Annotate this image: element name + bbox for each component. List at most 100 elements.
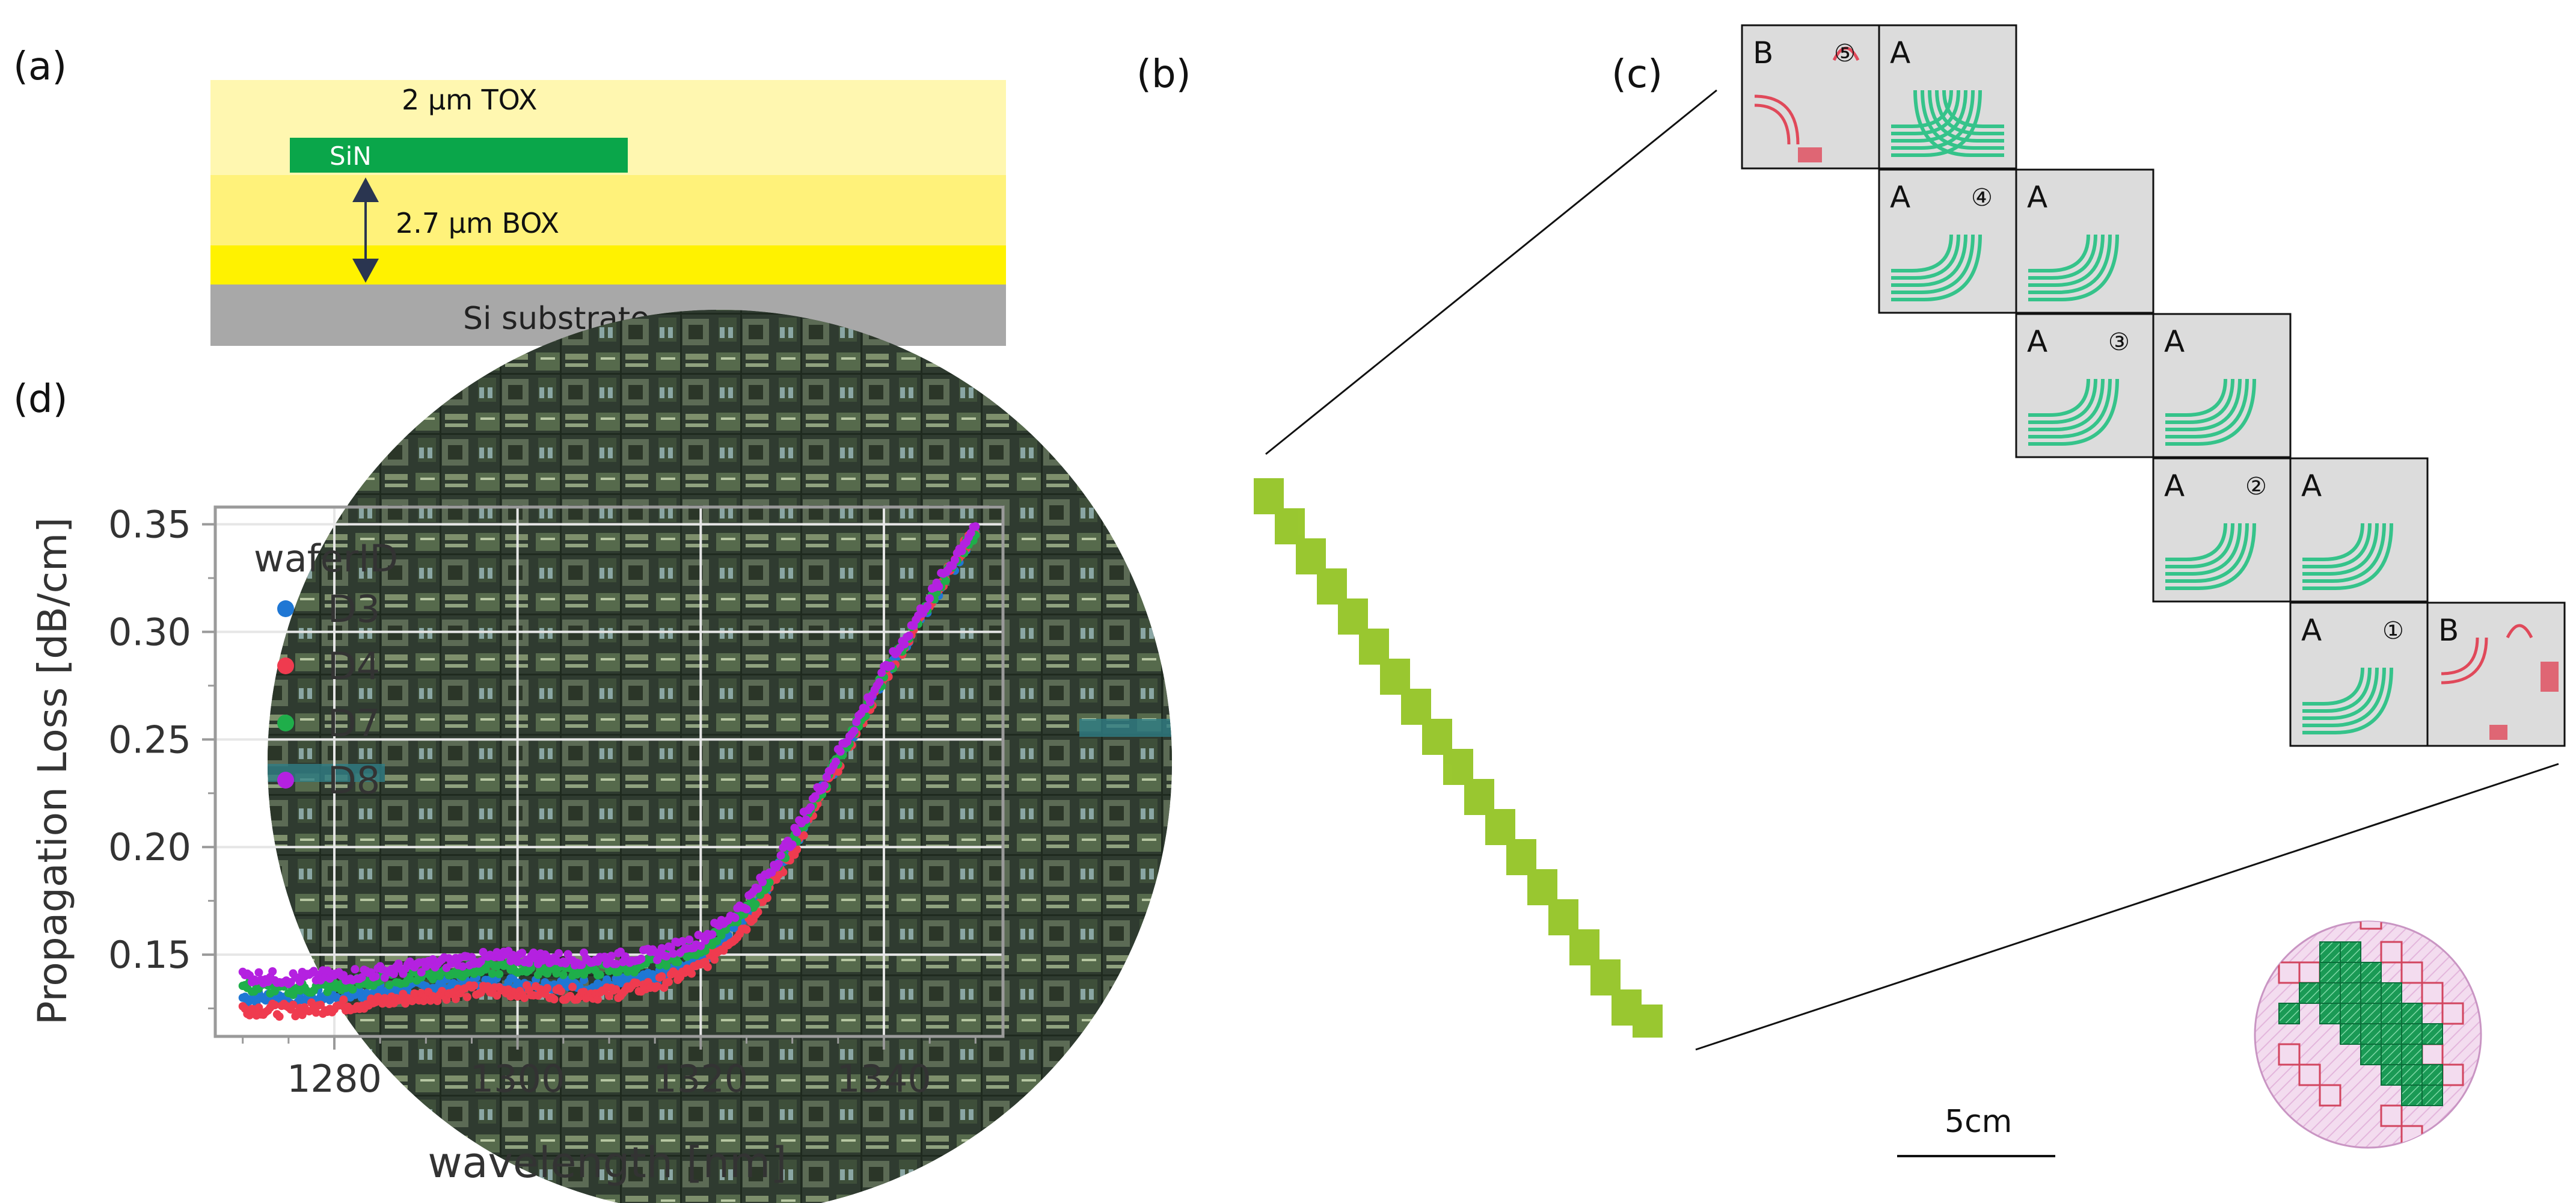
data-point <box>762 893 771 902</box>
data-point <box>513 958 522 966</box>
legend-swatch-d8 <box>277 772 294 789</box>
scale-bar-label: 5cm <box>1945 1104 2012 1140</box>
data-point <box>657 972 666 981</box>
data-point <box>417 968 426 977</box>
reticle-row-3: A A ③ <box>2015 313 2292 458</box>
data-point <box>713 937 721 946</box>
sin-label: SiN <box>330 141 372 171</box>
data-point <box>653 982 661 991</box>
data-point <box>820 781 829 790</box>
data-point <box>470 981 479 990</box>
data-point <box>673 958 682 967</box>
legend: waferID D3 D4 D7 D8 <box>254 537 398 802</box>
data-point <box>900 640 909 648</box>
data-point <box>765 878 774 887</box>
loss-chart: 1280 1300 1320 1340 0.15 0.20 0.25 0.30 0.35 wav… <box>29 503 1005 1187</box>
data-point <box>941 576 950 585</box>
data-point <box>657 944 666 953</box>
data-point <box>753 884 762 893</box>
reticle-label: B <box>1753 35 1773 70</box>
data-point <box>758 878 767 887</box>
data-point <box>557 987 565 995</box>
data-point <box>669 949 678 958</box>
data-point <box>339 995 348 1004</box>
data-point <box>390 970 398 979</box>
reticle-row-2: A A ④ <box>1878 168 2154 314</box>
legend-label-d4: D4 <box>328 644 380 688</box>
scale-bar: 5cm <box>1897 1104 2055 1157</box>
box-thickness-arrow <box>352 177 379 283</box>
data-point <box>836 747 845 756</box>
data-point <box>904 632 913 640</box>
data-point <box>678 937 687 946</box>
data-point <box>971 522 980 531</box>
reticle-row-5: A B ① <box>2289 602 2566 747</box>
data-point <box>696 941 705 950</box>
data-point <box>934 582 943 591</box>
data-point <box>832 757 840 766</box>
reticle-staircase: B A ⑤ A A ④ A A ③ <box>1741 24 2566 747</box>
panel-label-b: (b) <box>1136 52 1191 97</box>
legend-swatch-d3 <box>277 600 294 617</box>
data-point <box>524 958 533 967</box>
y-tick-label: 0.25 <box>108 718 191 761</box>
reticle-row-4: A A ② <box>2152 457 2429 603</box>
x-tick-label: 1340 <box>836 1057 931 1101</box>
data-point <box>451 994 460 1003</box>
data-point <box>703 962 712 971</box>
data-point <box>371 972 380 981</box>
data-point <box>886 661 895 670</box>
data-point <box>742 925 751 934</box>
zoom-line-top <box>1265 89 1717 455</box>
y-axis-label: Propagation Loss [dB/cm] <box>29 517 76 1025</box>
data-point <box>731 913 740 922</box>
data-point <box>685 935 694 944</box>
data-point <box>311 1008 320 1017</box>
data-point <box>351 965 360 974</box>
tox-label: 2 µm TOX <box>402 84 537 116</box>
x-tick-label: 1300 <box>470 1057 565 1101</box>
y-tick-label: 0.15 <box>108 933 191 977</box>
data-point <box>866 698 875 707</box>
panel-label-a: (a) <box>13 45 67 89</box>
legend-label-d7: D7 <box>328 701 380 745</box>
sin-waveguide <box>290 138 628 173</box>
box-label: 2.7 µm BOX <box>396 207 559 239</box>
legend-swatch-d4 <box>277 657 294 674</box>
data-point <box>806 803 815 812</box>
box-layer-dark <box>210 245 1006 285</box>
data-point <box>710 955 719 964</box>
data-point <box>925 594 934 603</box>
data-point <box>662 961 671 970</box>
panel-label-c: (c) <box>1612 52 1663 97</box>
data-point <box>595 970 604 979</box>
y-tick-label: 0.35 <box>108 503 191 547</box>
data-point <box>742 905 751 914</box>
data-point <box>488 969 497 978</box>
data-point <box>811 792 820 801</box>
reticle-marker-3: ③ <box>2108 328 2130 356</box>
data-point <box>543 983 552 992</box>
data-point <box>568 982 577 991</box>
data-point <box>607 952 616 961</box>
x-tick-label: 1320 <box>653 1057 748 1101</box>
data-point <box>268 967 277 976</box>
data-point <box>254 1003 263 1012</box>
data-point <box>481 965 490 974</box>
reticle-marker-1: ① <box>2382 617 2404 645</box>
data-point <box>664 977 673 986</box>
data-point <box>717 931 726 940</box>
data-point <box>495 970 504 979</box>
data-point <box>275 1012 284 1021</box>
y-tick-label: 0.30 <box>108 610 191 654</box>
data-point <box>577 961 586 970</box>
x-tick-label: 1280 <box>287 1057 382 1101</box>
panel-label-d: (d) <box>13 377 68 422</box>
data-point <box>708 930 717 939</box>
data-point <box>550 995 559 1004</box>
legend-label-d8: D8 <box>328 758 380 802</box>
data-point <box>405 974 414 983</box>
reticle-label: A <box>2164 469 2185 503</box>
data-point <box>637 955 646 963</box>
